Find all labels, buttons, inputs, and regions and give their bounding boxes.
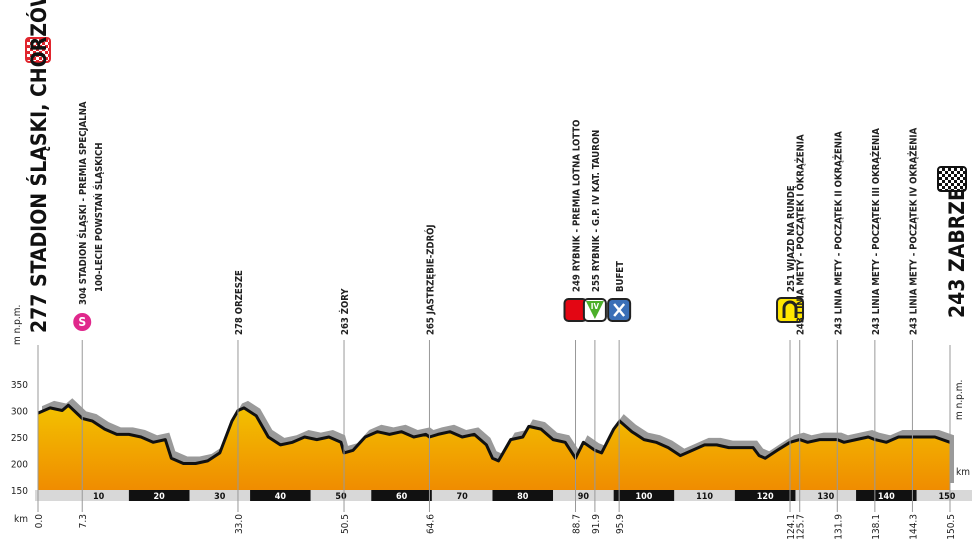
- x-tick-label: 110: [696, 492, 713, 502]
- y-tick-label: 300: [11, 407, 28, 418]
- waypoint-km: 7.3: [78, 514, 89, 528]
- x-tick-label: 80: [517, 492, 529, 502]
- waypoint-km: 124.1: [786, 514, 797, 540]
- waypoint-km: 64.6: [425, 514, 436, 534]
- waypoint-km: 144.3: [908, 514, 919, 540]
- x-tick-label: 60: [396, 492, 408, 502]
- waypoint-km: 125.7: [796, 514, 807, 540]
- y-tick-label: 350: [11, 380, 28, 391]
- x-axis-label: km: [14, 514, 28, 525]
- waypoint-km: 138.1: [871, 514, 882, 540]
- x-tick-label: 150: [939, 492, 956, 502]
- y-axis-label: m n.p.m.: [12, 305, 23, 345]
- waypoint-label: 263 ŻORY: [340, 288, 351, 335]
- km-segment: [856, 490, 917, 501]
- km-segment: [189, 490, 251, 501]
- finish-label: 243 ZABRZE: [945, 188, 969, 318]
- x-tick-label: 10: [93, 492, 105, 502]
- km-segment: [492, 490, 554, 501]
- waypoint-label: 251 WJAZD NA RUNDĘ: [786, 185, 797, 292]
- km-segment: [371, 490, 432, 501]
- km-segment: [431, 490, 493, 501]
- y-tick-label: 250: [11, 433, 28, 444]
- x-tick-label: 40: [275, 492, 287, 502]
- km-segment: [310, 490, 372, 501]
- waypoint-label: 304 STADION ŚLĄSKI - PREMIA SPECJALNA: [77, 101, 89, 305]
- y-tick-label: 200: [11, 460, 28, 471]
- km-segment: [613, 490, 675, 501]
- x-tick-label: 140: [878, 492, 895, 502]
- km-segment: [553, 490, 614, 501]
- x-tick-label: 120: [757, 492, 774, 502]
- km-segment: [250, 490, 311, 501]
- x-tick-label: 130: [817, 492, 834, 502]
- x-tick-label: 20: [154, 492, 166, 502]
- x-tick-label: 30: [214, 492, 226, 502]
- waypoint-km: 0.0: [34, 514, 45, 529]
- waypoint-km: 88.7: [572, 514, 583, 534]
- waypoint-label: 243 LINIA METY - POCZĄTEK I OKRĄŻENIA: [796, 134, 807, 335]
- waypoint-label: 243 LINIA METY - POCZĄTEK III OKRĄŻENIA: [871, 128, 882, 335]
- km-segment: [68, 490, 129, 501]
- waypoint-sublabel: 100-LECIE POWSTAŃ ŚLĄSKICH: [93, 143, 105, 292]
- waypoint-label: 243 LINIA METY - POCZĄTEK II OKRĄŻENIA: [833, 131, 844, 335]
- x-tick-label: 70: [457, 492, 469, 502]
- waypoint-km: 131.9: [833, 514, 844, 540]
- waypoint-label: 278 ORZESZE: [234, 270, 245, 335]
- waypoint-km: 50.5: [340, 514, 351, 534]
- icon-special: [71, 311, 94, 333]
- km-segment: [734, 490, 796, 501]
- finish-flag: [937, 166, 967, 192]
- waypoint-label: 265 JASTRZĘBIE-ZDRÓJ: [424, 224, 436, 335]
- km-segment: [674, 490, 735, 501]
- waypoint-km: 33.0: [234, 514, 245, 534]
- waypoint-km: 95.9: [615, 514, 626, 534]
- waypoint-km: 150.5: [946, 514, 957, 540]
- x-axis-label-right: km: [956, 467, 970, 478]
- icon-feed-x: [613, 303, 626, 317]
- waypoint-label: 249 RYBNIK - PREMIA LOTNA LOTTO: [572, 120, 583, 292]
- km-segment: [128, 490, 190, 501]
- waypoint-label: BUFET: [615, 261, 626, 292]
- x-tick-label: 100: [636, 492, 653, 502]
- y-axis-label-right: m n.p.m.: [954, 380, 965, 420]
- start-label: 277 STADION ŚLĄSKI, CHORZÓW: [26, 0, 51, 333]
- waypoint-km: 91.9: [591, 514, 602, 534]
- icon-circuit-arch: [782, 300, 798, 318]
- y-tick-label: 150: [11, 486, 28, 497]
- km-segment: [916, 490, 972, 501]
- icon-text: S: [78, 315, 86, 329]
- x-tick-label: 50: [335, 492, 347, 502]
- icon-text: IV: [591, 302, 600, 311]
- x-tick-label: 90: [578, 492, 590, 502]
- waypoint-label: 243 LINIA METY - POCZĄTEK IV OKRĄŻENIA: [908, 127, 919, 335]
- icon-climb: [585, 301, 604, 319]
- waypoint-label: 255 RYBNIK - G.P. IV KAT. TAURON: [591, 130, 602, 292]
- profile-area: [38, 405, 950, 490]
- km-segment: [795, 490, 857, 501]
- start-flag: [25, 37, 51, 63]
